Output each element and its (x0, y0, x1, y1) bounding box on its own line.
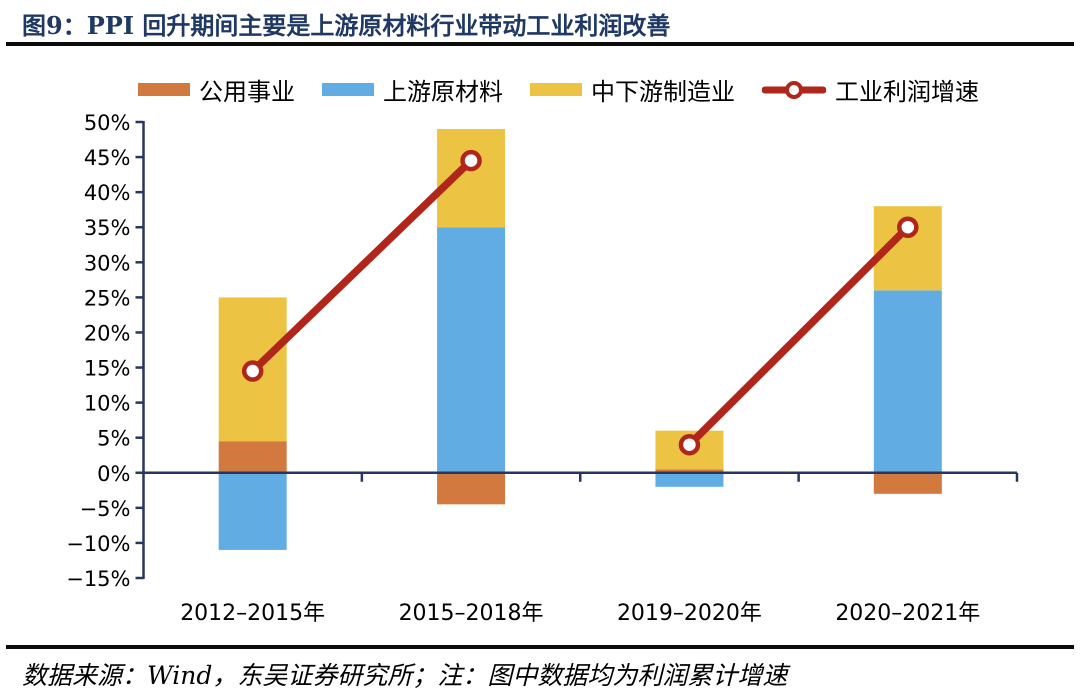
profit-growth-line (685, 223, 912, 449)
line-point-marker (241, 360, 264, 382)
y-tick-label: 15% (84, 357, 131, 381)
x-category-label: 2015–2018年 (399, 601, 544, 626)
profit-growth-line (248, 156, 475, 375)
y-tick-label: −15% (66, 567, 130, 591)
bar-segment (873, 472, 942, 494)
y-tick-label: 25% (84, 286, 131, 310)
y-tick-label: 40% (84, 181, 131, 205)
bar-segment (873, 290, 942, 473)
legend-item-profit-growth: 工业利润增速 (762, 72, 979, 107)
bar-segment (218, 472, 287, 550)
y-tick-label: 50% (84, 111, 131, 135)
legend-item-midstream: 中下游制造业 (530, 72, 735, 107)
y-tick-label: −5% (80, 497, 131, 521)
bar-segment (437, 129, 506, 228)
legend-label: 公用事业 (199, 78, 295, 106)
bar-segment (437, 227, 506, 473)
title-rule (6, 42, 1074, 46)
legend-label: 中下游制造业 (591, 78, 735, 106)
source-note: 数据来源：Wind，东吴证券研究所；注：图中数据均为利润累计增速 (22, 661, 788, 690)
bar-segment (218, 441, 287, 473)
y-tick-label: 10% (84, 392, 131, 416)
line-marker-legend-icon (762, 80, 826, 99)
bar-segment (655, 469, 724, 473)
legend-label: 工业利润增速 (835, 78, 979, 106)
line-point-marker (460, 149, 482, 172)
utilities-swatch-icon (138, 83, 190, 96)
legend-item-upstream: 上游原材料 (322, 72, 503, 107)
x-category-label: 2012–2015年 (180, 601, 325, 626)
y-tick-label: 35% (84, 216, 131, 240)
footer-rule (6, 645, 1074, 649)
y-tick-label: 0% (97, 462, 130, 486)
y-tick-label: 45% (84, 146, 131, 170)
x-category-label: 2020–2021年 (835, 601, 980, 626)
legend-item-utilities: 公用事业 (138, 72, 295, 107)
y-tick-label: 5% (97, 427, 130, 451)
y-tick-label: 20% (84, 321, 131, 345)
midstream-swatch-icon (530, 83, 582, 96)
bar-segment (437, 472, 506, 505)
upstream-swatch-icon (322, 83, 374, 96)
x-category-label: 2019–2020年 (617, 601, 762, 626)
y-tick-label: −10% (66, 532, 130, 556)
bar-segment (655, 472, 724, 487)
y-tick-label: 30% (84, 251, 131, 275)
line-point-marker (897, 216, 919, 238)
figure-title: 图9：PPI 回升期间主要是上游原材料行业带动工业利润改善 (22, 11, 671, 40)
legend-label: 上游原材料 (383, 78, 503, 106)
chart-legend: 公用事业 上游原材料 中下游制造业 工业利润增速 (138, 72, 979, 107)
line-point-marker (678, 433, 701, 456)
